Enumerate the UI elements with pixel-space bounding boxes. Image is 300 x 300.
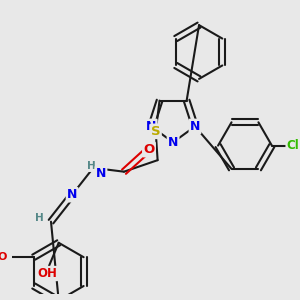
Text: O: O [143, 143, 155, 156]
Text: N: N [67, 188, 77, 201]
Text: N: N [146, 120, 156, 133]
Text: S: S [151, 125, 160, 138]
Text: N: N [190, 120, 200, 133]
Text: O: O [0, 252, 7, 262]
Text: Cl: Cl [286, 139, 299, 152]
Text: H: H [87, 161, 96, 171]
Text: OH: OH [37, 267, 57, 280]
Text: N: N [96, 167, 106, 180]
Text: H: H [35, 213, 44, 223]
Text: N: N [168, 136, 178, 149]
